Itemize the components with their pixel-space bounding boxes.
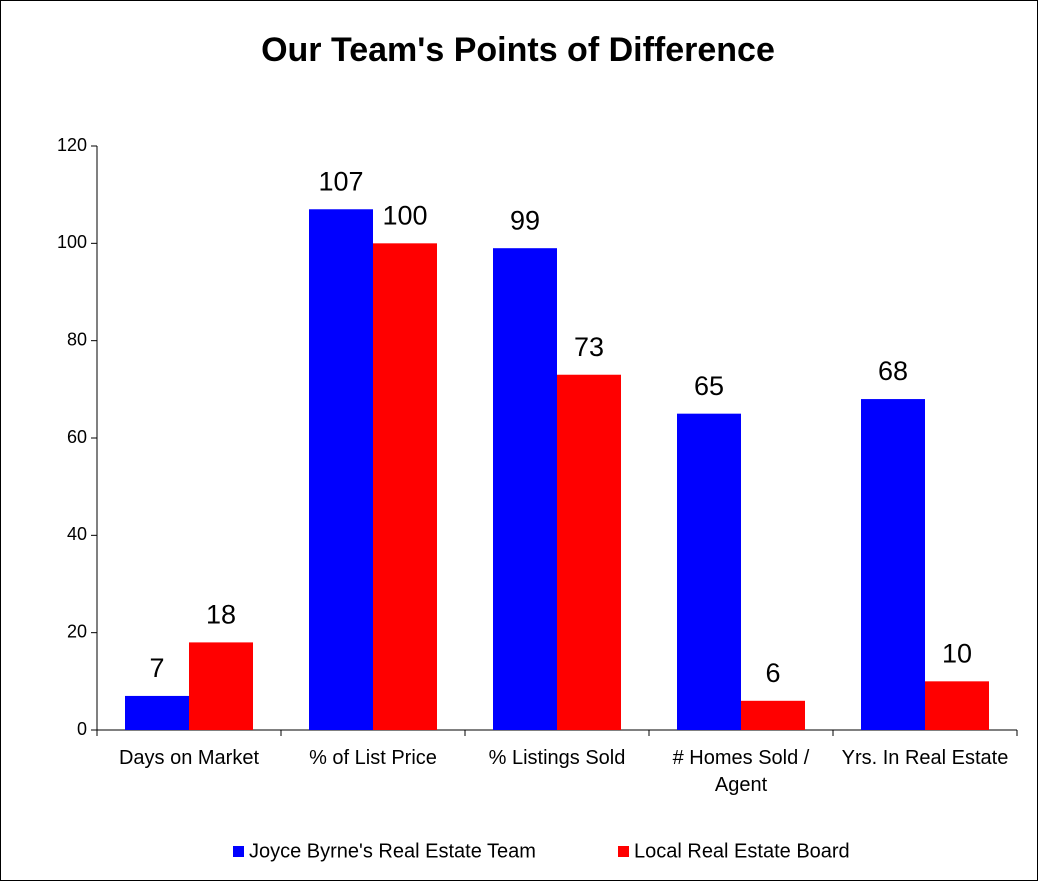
y-tick-label: 80: [67, 329, 87, 349]
bar: [493, 248, 557, 730]
y-tick-label: 40: [67, 524, 87, 544]
chart-title: Our Team's Points of Difference: [261, 31, 775, 69]
legend-swatch: [618, 846, 629, 857]
data-label: 100: [382, 200, 427, 230]
legend-label: Joyce Byrne's Real Estate Team: [249, 840, 536, 862]
legend-label: Local Real Estate Board: [634, 840, 850, 862]
bar: [309, 209, 373, 730]
bar: [925, 681, 989, 730]
y-tick-label: 60: [67, 427, 87, 447]
x-tick-label: # Homes Sold / Agent: [672, 747, 810, 796]
bar: [557, 374, 621, 730]
y-tick-label: 20: [67, 621, 87, 641]
x-tick-label: % Listings Sold: [488, 747, 626, 769]
data-label: 65: [694, 371, 724, 401]
data-label: 68: [878, 356, 908, 386]
data-label: 107: [318, 166, 363, 196]
data-label: 10: [942, 638, 972, 668]
bar: [677, 413, 741, 730]
bar: [189, 642, 253, 730]
x-tick-label: % of List Price: [309, 747, 437, 769]
legend-swatch: [233, 846, 244, 857]
data-label: 99: [510, 205, 540, 235]
bar: [741, 700, 805, 730]
bar: [373, 243, 437, 731]
y-tick-label: 100: [57, 232, 87, 252]
data-label: 73: [574, 332, 604, 362]
data-label: 7: [149, 653, 164, 683]
x-tick-label: Yrs. In Real Estate: [841, 747, 1009, 769]
y-tick-label: 120: [57, 135, 87, 155]
data-label: 18: [206, 600, 236, 630]
x-tick-label: Days on Market: [118, 747, 260, 769]
bar: [861, 399, 925, 730]
data-label: 6: [765, 658, 780, 688]
y-tick-label: 0: [77, 719, 87, 739]
bar: [125, 695, 189, 730]
